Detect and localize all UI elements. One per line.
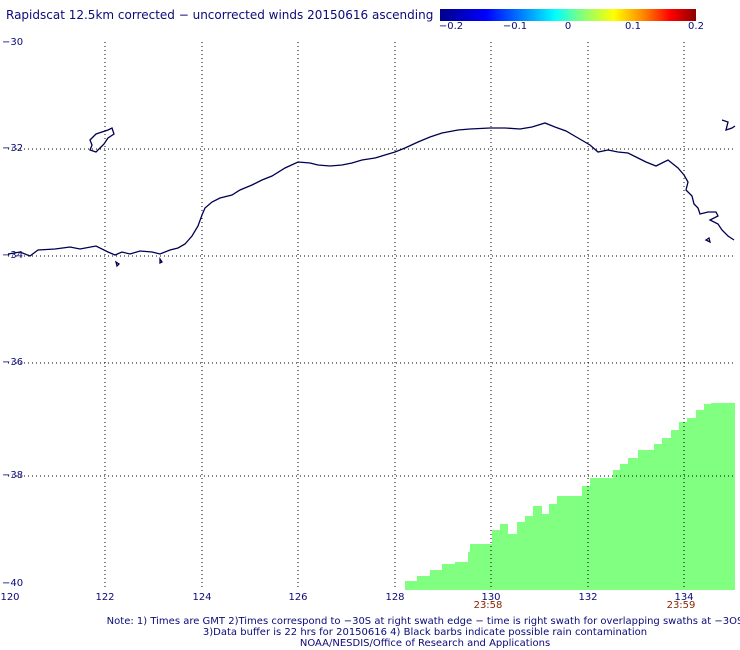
- lat-label: −38: [2, 470, 24, 481]
- colorbar: [440, 9, 696, 21]
- lon-label: 126: [288, 592, 308, 603]
- lon-label: 128: [385, 592, 405, 603]
- colorbar-tick-label: 0.2: [688, 21, 704, 32]
- lon-label: 132: [578, 592, 598, 603]
- colorbar-tick-label: 0.1: [625, 21, 641, 32]
- colorbar-tick-label: −0.1: [502, 21, 528, 32]
- lat-label: −32: [2, 143, 24, 154]
- lat-label: −34: [2, 250, 24, 261]
- coastline: [7, 119, 736, 268]
- swath-time-label: 23:58: [473, 600, 503, 611]
- lon-label: 134: [674, 592, 694, 603]
- lat-label: −36: [2, 357, 24, 368]
- scatterometer-swath: [405, 403, 735, 590]
- colorbar-tick-label: −0.2: [438, 21, 464, 32]
- lon-label: 130: [481, 592, 501, 603]
- lon-label: 120: [0, 592, 20, 603]
- lon-label: 124: [192, 592, 212, 603]
- lat-label: −30: [2, 37, 24, 48]
- footnote-credit: NOAA/NESDIS/Office of Research and Appli…: [299, 638, 551, 649]
- graticule: [8, 42, 735, 590]
- colorbar-tick-label: 0: [564, 21, 572, 32]
- swath-time-label: 23:59: [666, 600, 696, 611]
- footnote-line-1: Note: 1) Times are GMT 2)Times correspon…: [106, 616, 740, 627]
- lon-label: 122: [95, 592, 115, 603]
- footnote-line-2: 3)Data buffer is 22 hrs for 20150616 4) …: [202, 627, 648, 638]
- map-title: Rapidscat 12.5km corrected − uncorrected…: [6, 8, 434, 22]
- lat-label: −40: [2, 578, 24, 589]
